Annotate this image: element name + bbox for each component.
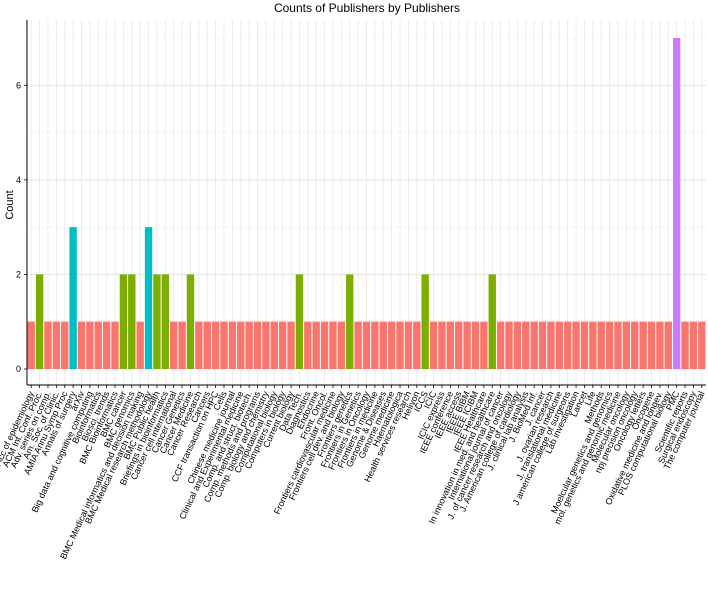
bar (639, 321, 647, 369)
bar (270, 321, 278, 369)
bar (337, 321, 346, 369)
bar (371, 321, 379, 369)
y-axis-label: Count (4, 190, 16, 219)
bar (245, 321, 253, 369)
bar (44, 321, 52, 369)
y-tick-label: 6 (16, 80, 21, 90)
y-axis-ticks: 0 2 4 6 (16, 80, 27, 374)
bar (631, 321, 639, 369)
bar (211, 321, 220, 369)
bar (304, 321, 312, 369)
bar (538, 321, 547, 369)
bar (220, 321, 228, 369)
bar (438, 321, 446, 369)
bar (354, 321, 362, 369)
chart-title: Counts of Publishers by Publishers (274, 1, 460, 15)
bar (287, 321, 295, 369)
bar (563, 321, 572, 369)
bar (203, 321, 211, 369)
bar (496, 321, 505, 369)
bar (136, 321, 144, 369)
bar (320, 321, 329, 369)
bar (102, 321, 111, 369)
bar (77, 321, 86, 369)
bar (69, 227, 77, 369)
bar (605, 321, 614, 369)
bar (228, 321, 237, 369)
bar (27, 321, 35, 369)
bar (555, 321, 563, 369)
bar (119, 274, 128, 369)
bar (153, 274, 161, 369)
bar (161, 274, 170, 369)
bar (471, 321, 480, 369)
bar (580, 321, 589, 369)
y-tick-label: 4 (16, 175, 21, 185)
bar (689, 321, 698, 369)
bar (312, 321, 320, 369)
bar (488, 274, 496, 369)
bar (647, 321, 656, 369)
bar (86, 321, 94, 369)
bar (513, 321, 522, 369)
bar (186, 274, 195, 369)
bar (698, 321, 706, 369)
bar (421, 274, 429, 369)
bar (128, 274, 136, 369)
bar (35, 274, 44, 369)
bar (237, 321, 245, 369)
bar (253, 321, 262, 369)
bar (61, 321, 69, 369)
bar (589, 321, 597, 369)
bar (463, 321, 471, 369)
bar (94, 321, 102, 369)
bar (614, 321, 622, 369)
bar (480, 321, 488, 369)
bar (195, 321, 203, 369)
bar (672, 38, 681, 369)
bar (530, 321, 538, 369)
bar (278, 321, 287, 369)
bar (429, 321, 438, 369)
bar (547, 321, 555, 369)
bar (170, 321, 178, 369)
bar (446, 321, 455, 369)
bar (295, 274, 304, 369)
bar (413, 321, 421, 369)
bar (681, 321, 689, 369)
bar (505, 321, 513, 369)
bar (346, 274, 354, 369)
bar (144, 227, 153, 369)
bar (262, 321, 270, 369)
bar (329, 321, 337, 369)
bar (111, 321, 119, 369)
bar (52, 321, 61, 369)
bar (178, 321, 186, 369)
bar (404, 321, 413, 369)
y-tick-label: 0 (16, 364, 21, 374)
bar (597, 321, 605, 369)
bar (522, 321, 530, 369)
bars-group (27, 38, 706, 369)
bar (387, 321, 396, 369)
bar (572, 321, 580, 369)
bar (455, 321, 463, 369)
bar (622, 321, 631, 369)
y-tick-label: 2 (16, 269, 21, 279)
bar (396, 321, 404, 369)
bar (362, 321, 371, 369)
bar (664, 321, 672, 369)
bar (379, 321, 387, 369)
bar (656, 321, 664, 369)
